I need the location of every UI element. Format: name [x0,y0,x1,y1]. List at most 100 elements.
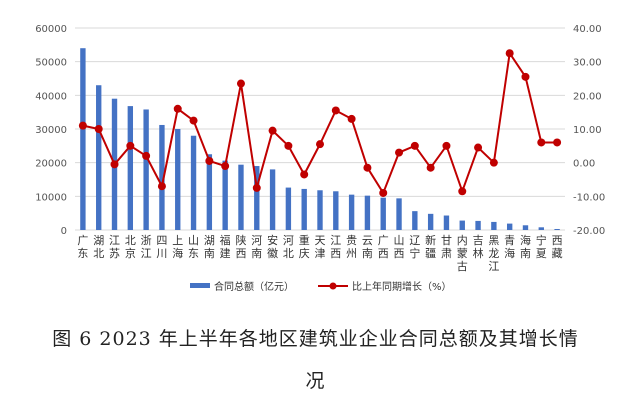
bar [269,169,276,230]
line-point [236,79,245,88]
line-point [442,141,451,150]
right-tick-label: 0.00 [573,159,595,170]
category-label: 湖北 [93,234,104,260]
left-tick-label: 60000 [35,24,67,35]
legend-bar-label: 合同总额（亿元） [214,280,294,293]
bar [317,190,323,230]
category-label: 重庆 [299,233,310,260]
bar [159,124,165,230]
line-series [78,49,562,197]
category-label: 江苏 [109,234,120,260]
line-point [205,156,214,165]
category-label: 北京 [125,234,136,260]
category-label: 青海 [504,234,515,260]
right-tick-label: 20.00 [573,91,602,102]
growth-line [82,50,558,196]
bar [206,154,213,230]
line-point [252,183,261,192]
line-point [553,138,562,147]
category-label: 浙江 [141,234,152,260]
line-point [126,141,135,150]
category-label: 天津 [315,234,326,260]
bar [427,213,434,230]
line-point [410,141,419,150]
legend-line-marker [329,282,337,290]
left-tick-label: 0 [61,226,67,237]
left-tick-label: 30000 [35,125,67,136]
line-point [157,182,166,191]
category-labels: 广东湖北江苏北京浙江四川上海山东湖南福建陕西河南安徽河北重庆天津江西贵州云南广西… [77,233,562,273]
category-label: 江西 [330,234,341,260]
bar [412,211,418,230]
line-point [489,158,498,167]
line-point [94,125,103,133]
bar [506,223,513,230]
bar [301,188,307,230]
line-point [521,72,530,81]
bar [333,191,339,230]
bar [475,220,481,230]
category-label: 上海 [172,234,183,260]
bar [80,48,86,231]
left-tick-label: 10000 [35,192,67,203]
line-point [395,148,404,157]
line-point [284,141,293,150]
line-point [173,104,182,113]
category-label: 甘肃 [441,234,452,260]
left-tick-label: 40000 [35,91,67,102]
line-point [474,143,483,152]
bar [380,197,386,230]
bar [222,160,228,230]
bar [522,225,529,230]
category-label: 山西 [394,234,405,260]
right-tick-label: 10.00 [573,125,602,136]
bar [554,228,560,230]
category-label: 贵州 [346,234,357,260]
line-point [458,187,467,196]
legend-line-label: 比上年同期增长（%） [352,280,452,293]
legend: 合同总额（亿元） 比上年同期增长（%） [190,280,452,293]
category-label: 宁夏 [536,233,547,260]
category-label: 陕西 [235,233,246,260]
bar [396,198,402,230]
bar [143,109,149,230]
line-point [142,151,151,160]
category-label: 广东 [77,234,88,260]
line-point [189,116,198,125]
category-label: 吉林 [473,234,484,260]
line-point [379,188,388,197]
category-label: 海南 [520,233,531,260]
combo-chart: 0 10000 20000 30000 40000 50000 60000 -20.00 -1… [35,24,605,293]
line-point [537,138,546,147]
category-label: 辽宁 [409,234,420,260]
left-axis-ticks: 0 10000 20000 30000 40000 50000 60000 [35,24,67,237]
right-tick-label: -20.00 [573,226,605,237]
left-tick-label: 20000 [35,159,67,170]
bar [190,135,197,230]
figure-caption-line2: 况 [305,370,326,392]
line-point [300,170,309,179]
bar [491,221,497,230]
gridlines [75,27,565,231]
bar-series [80,48,560,231]
line-point [268,126,277,135]
category-label: 新疆 [425,233,436,260]
line-point [363,163,372,172]
category-label: 黑龙江 [488,234,499,273]
category-label: 西藏 [552,234,563,260]
category-label: 福建 [220,233,231,260]
category-label: 河北 [283,234,294,260]
line-point [78,121,87,130]
category-label: 广西 [378,234,389,260]
bar [127,106,134,230]
bar [175,129,181,230]
legend-bar-swatch [190,283,210,288]
category-label: 安徽 [267,233,278,260]
bar [238,164,244,230]
bar [254,166,260,230]
left-tick-label: 50000 [35,58,67,69]
bar [348,194,355,230]
line-point [505,49,514,58]
bar [364,195,371,230]
line-point [110,160,119,169]
